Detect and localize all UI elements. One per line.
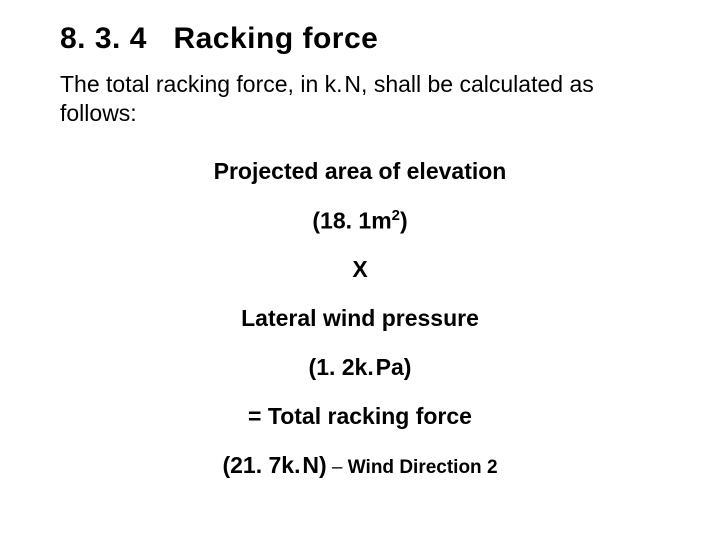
calculation-block: Projected area of elevation (18. 1m2) X … xyxy=(60,158,660,480)
calc-projected-area-label: Projected area of elevation xyxy=(60,158,660,185)
calc-total-label: = Total racking force xyxy=(60,403,660,430)
calc-wind-direction-note: Wind Direction 2 xyxy=(348,457,498,478)
calc-multiply-symbol: X xyxy=(60,256,660,283)
calc-wind-pressure-label: Lateral wind pressure xyxy=(60,305,660,332)
calc-projected-area-value: (18. 1m2) xyxy=(60,207,660,235)
calc-dash: – xyxy=(327,457,348,478)
calc-total-value: (21. 7k. N) xyxy=(222,452,326,478)
section-title: Racking force xyxy=(173,22,378,55)
area-value-sup: 2 xyxy=(392,207,400,224)
area-value-post: ) xyxy=(400,207,408,233)
calc-wind-pressure-value: (1. 2k. Pa) xyxy=(60,354,660,381)
section-number: 8. 3. 4 xyxy=(60,22,147,55)
intro-paragraph: The total racking force, in k. N, shall … xyxy=(60,70,660,128)
section-heading: 8. 3. 4 Racking force xyxy=(60,22,660,56)
area-value-pre: (18. 1m xyxy=(312,207,391,233)
calc-total-value-line: (21. 7k. N) – Wind Direction 2 xyxy=(60,452,660,479)
